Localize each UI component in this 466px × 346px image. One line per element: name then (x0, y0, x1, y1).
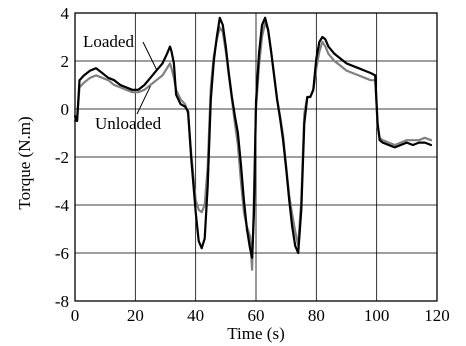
series-line-unloaded (73, 21, 433, 271)
plot-frame (74, 12, 438, 302)
y-tick-label: 2 (61, 52, 70, 71)
y-tick-labels: -8 -6 -4 -2 0 2 4 (55, 4, 70, 311)
x-tick-label: 40 (187, 306, 204, 325)
series-layer (73, 16, 433, 271)
y-tick-label: -6 (55, 244, 69, 263)
x-tick-label: 100 (364, 306, 390, 325)
x-tick-label: 80 (308, 306, 325, 325)
y-tick-label: 0 (61, 100, 70, 119)
series-line-loaded (73, 16, 433, 259)
legend-leader-unloaded (136, 85, 151, 115)
legend-leader-loaded (142, 41, 157, 70)
legend-label-loaded: Loaded (83, 32, 134, 51)
x-tick-label: 120 (424, 306, 450, 325)
y-axis-title: Torque (N.m) (15, 116, 34, 209)
x-axis-title: Time (s) (227, 324, 284, 343)
legend: Loaded Unloaded (83, 32, 162, 133)
x-tick-label: 20 (127, 306, 144, 325)
y-tick-label: 4 (61, 4, 70, 23)
x-tick-labels: 0 20 40 60 80 100 120 (71, 306, 450, 325)
x-tick-label: 60 (248, 306, 265, 325)
y-tick-label: -8 (55, 292, 69, 311)
y-tick-label: -2 (55, 148, 69, 167)
legend-label-unloaded: Unloaded (95, 114, 162, 133)
y-tick-label: -4 (55, 196, 70, 215)
x-tick-label: 0 (71, 306, 80, 325)
